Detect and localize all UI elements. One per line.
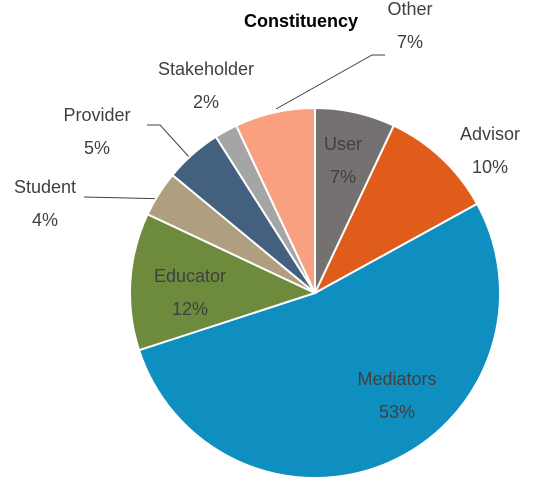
slice-label: Provider — [63, 105, 130, 125]
chart-title: Constituency — [244, 11, 358, 31]
slice-label: Student — [14, 177, 76, 197]
slice-value-label: 53% — [379, 402, 415, 422]
slice-label: Mediators — [357, 369, 436, 389]
leader-line — [275, 54, 385, 110]
pie-slice — [234, 106, 316, 294]
slice-value-label: 12% — [172, 299, 208, 319]
slice-value-label: 7% — [397, 32, 423, 52]
pie-slice — [312, 124, 479, 296]
slice-label: User — [324, 134, 362, 154]
slice-label: Educator — [154, 266, 226, 286]
slice-value-label: 5% — [84, 138, 110, 158]
slice-value-label: 4% — [32, 210, 58, 230]
slice-label: Other — [387, 0, 432, 19]
slice-label: Advisor — [460, 124, 520, 144]
pie-slice — [137, 202, 501, 479]
slice-label: Stakeholder — [158, 59, 254, 79]
slice-value-label: 2% — [193, 92, 219, 112]
pie-slice — [129, 212, 318, 352]
slice-value-label: 10% — [472, 157, 508, 177]
slice-value-label: 7% — [330, 167, 356, 187]
leader-line — [147, 124, 191, 159]
